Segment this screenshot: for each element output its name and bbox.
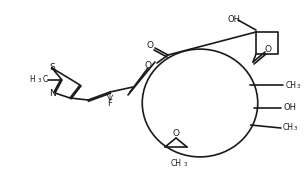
- Text: CH: CH: [283, 123, 294, 132]
- Text: C: C: [43, 75, 48, 84]
- Text: 3: 3: [38, 77, 41, 82]
- Text: 3: 3: [293, 127, 297, 132]
- Text: O: O: [146, 40, 153, 49]
- Text: 3: 3: [183, 162, 187, 167]
- Text: CH: CH: [286, 81, 297, 89]
- Text: O: O: [173, 128, 180, 137]
- Text: H: H: [29, 75, 35, 84]
- Text: F: F: [108, 100, 113, 109]
- Text: 3: 3: [296, 84, 300, 89]
- Text: S: S: [49, 63, 55, 72]
- Text: OH: OH: [227, 15, 240, 24]
- Text: CH: CH: [170, 158, 181, 167]
- Text: N: N: [48, 89, 56, 98]
- Text: OH: OH: [283, 103, 296, 112]
- Text: O: O: [145, 61, 152, 70]
- Text: O: O: [264, 45, 271, 54]
